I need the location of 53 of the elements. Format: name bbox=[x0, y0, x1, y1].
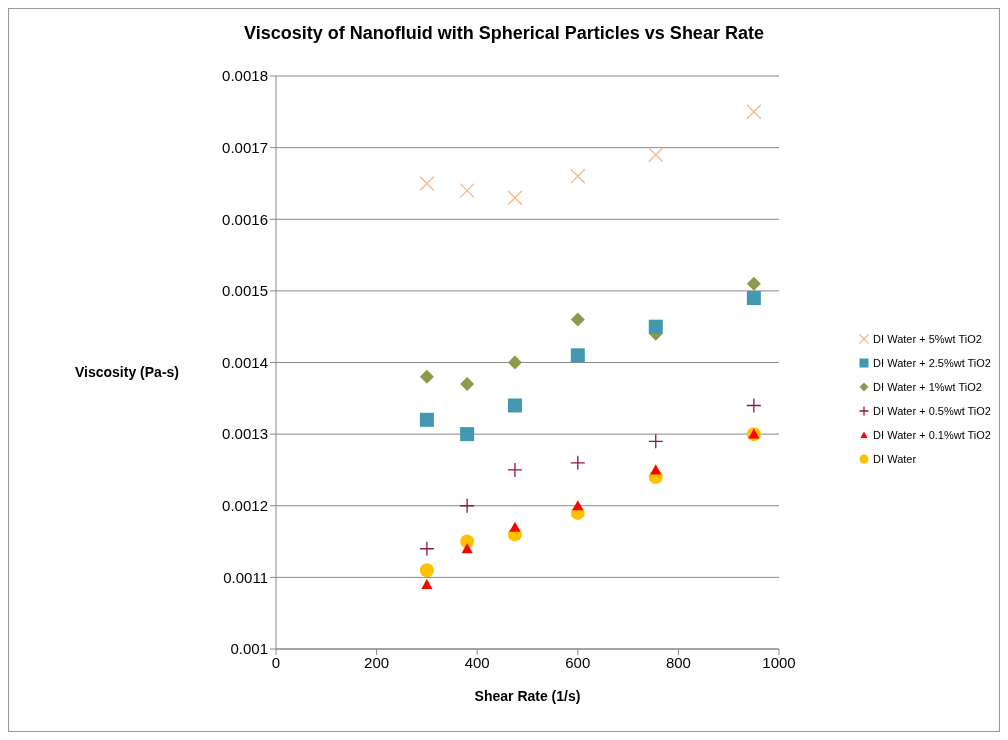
point bbox=[419, 369, 434, 384]
point bbox=[419, 175, 435, 192]
x-axis-title: Shear Rate (1/s) bbox=[474, 688, 581, 704]
y-axis-title: Viscosity (Pa-s) bbox=[74, 364, 179, 380]
legend-label: DI Water + 2.5%wt TiO2 bbox=[873, 357, 991, 369]
chart-title: Viscosity of Nanofluid with Spherical Particles vs Shear Rate bbox=[243, 23, 765, 44]
point bbox=[421, 578, 433, 590]
point bbox=[746, 276, 761, 291]
y-tick-label: 0.0015 bbox=[222, 282, 268, 300]
y-tick-label: 0.0016 bbox=[222, 210, 268, 228]
point bbox=[419, 412, 434, 427]
point bbox=[507, 398, 522, 413]
legend-label: DI Water + 5%wt TiO2 bbox=[873, 333, 982, 345]
y-tick-label: 0.0014 bbox=[222, 353, 268, 371]
point bbox=[648, 147, 664, 163]
x-tick-label: 0 bbox=[271, 653, 281, 671]
point bbox=[648, 319, 663, 334]
point bbox=[572, 500, 584, 511]
point bbox=[570, 455, 586, 471]
point bbox=[419, 541, 435, 557]
point bbox=[507, 355, 522, 370]
point bbox=[570, 348, 585, 363]
x-tick-label: 1000 bbox=[762, 653, 796, 671]
x-tick-label: 600 bbox=[565, 653, 591, 671]
point bbox=[570, 312, 585, 327]
point bbox=[459, 498, 475, 514]
legend-label: DI Water bbox=[873, 453, 917, 465]
point bbox=[460, 427, 475, 442]
point bbox=[509, 521, 521, 532]
legend-label: DI Water + 1%wt TiO2 bbox=[873, 381, 982, 393]
point bbox=[461, 543, 473, 554]
point bbox=[460, 376, 475, 391]
y-tick-label: 0.0011 bbox=[223, 568, 268, 586]
point bbox=[507, 462, 523, 478]
point bbox=[746, 291, 761, 306]
point bbox=[570, 168, 586, 184]
y-tick-label: 0.0017 bbox=[222, 138, 268, 156]
legend-label: DI Water + 0.1%wt TiO2 bbox=[873, 429, 991, 441]
point bbox=[459, 182, 475, 199]
x-tick-label: 800 bbox=[665, 653, 691, 671]
legend-label: DI Water + 0.5%wt TiO2 bbox=[873, 405, 991, 417]
point bbox=[507, 190, 523, 206]
y-tick-label: 0.0013 bbox=[222, 425, 268, 443]
y-tick-label: 0.0012 bbox=[222, 497, 268, 515]
point bbox=[746, 104, 762, 120]
x-tick-label: 400 bbox=[464, 653, 490, 671]
y-tick-label: 0.0018 bbox=[222, 67, 268, 85]
y-tick-label: 0.001 bbox=[230, 640, 268, 658]
point bbox=[648, 433, 664, 449]
point bbox=[746, 397, 762, 414]
point bbox=[419, 563, 434, 578]
point bbox=[650, 464, 662, 475]
x-tick-label: 200 bbox=[364, 653, 390, 671]
